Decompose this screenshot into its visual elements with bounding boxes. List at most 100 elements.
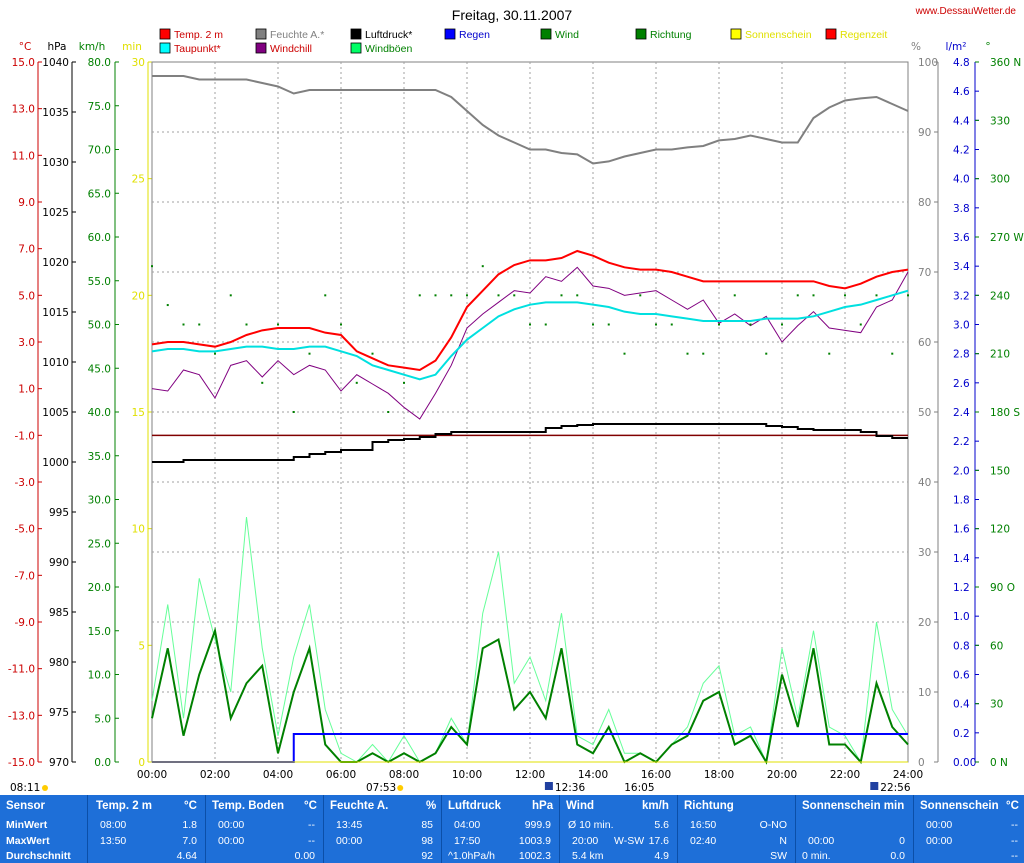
sunc-header: Sonnenschein: [920, 800, 999, 812]
dir-tick: 240: [990, 290, 1010, 302]
direction-point: [607, 323, 610, 326]
rain-tick: 2.2: [953, 436, 970, 448]
press-tick: 1025: [42, 207, 69, 219]
legend-label: Regenzeit: [840, 29, 887, 41]
hum-tick: 40: [918, 477, 931, 489]
temp-tick: 11.0: [12, 150, 35, 162]
sunc-avg-value: --: [1011, 850, 1018, 862]
series-windchill: [151, 266, 909, 420]
series-temperature: [151, 249, 909, 372]
temp-min-time: 08:00: [100, 819, 127, 831]
dir-tick: 120: [990, 524, 1010, 536]
direction-point: [702, 352, 705, 355]
min-label: MinWert: [6, 819, 48, 831]
sun-tick: 0: [138, 757, 145, 769]
hum-tick: 70: [918, 267, 931, 279]
sunrise-label: 07:53: [366, 782, 396, 794]
time-tick: 22:00: [830, 769, 860, 781]
wind-tick: 55.0: [88, 276, 111, 288]
boden-min-value: --: [308, 819, 315, 831]
rain-tick: 1.2: [953, 582, 970, 594]
hum-tick: 0: [918, 757, 925, 769]
dir-tick: 0 N: [990, 757, 1008, 769]
rain-tick: 4.6: [953, 86, 970, 98]
direction-point: [308, 352, 311, 355]
direction-point: [576, 294, 579, 297]
sunc-min-value: --: [1011, 819, 1018, 831]
press-tick: 1015: [42, 307, 69, 319]
direction-point: [623, 352, 626, 355]
rain-tick: 4.2: [953, 145, 970, 157]
richtung-avg-value: SW: [770, 850, 787, 862]
direction-point: [560, 294, 563, 297]
direction-point: [529, 323, 531, 326]
rain-tick: 0.8: [953, 640, 970, 652]
druck-avg-value: 1002.3: [518, 850, 551, 862]
legend-swatch: [255, 28, 267, 40]
temp-max-time: 13:50: [100, 835, 127, 847]
hum-tick: 80: [918, 197, 931, 209]
feuchte-unit: %: [426, 800, 437, 812]
direction-point: [781, 323, 783, 326]
feuchte-min-time: 13:45: [336, 819, 363, 831]
boden-max-time: 00:00: [218, 835, 245, 847]
boden-header: Temp. Boden: [212, 800, 284, 812]
rain-tick: 0.00: [953, 757, 976, 769]
legend-label: Feuchte A.*: [270, 29, 324, 41]
rain-tick: 1.6: [953, 524, 970, 536]
axis-unit: °C: [19, 41, 32, 53]
temp-tick: -15.0: [8, 757, 35, 769]
richtung-min-time: 16:50: [690, 819, 717, 831]
druck-min-time: 04:00: [454, 819, 481, 831]
boden-unit: °C: [304, 800, 317, 812]
direction-point: [749, 323, 752, 326]
direction-point: [765, 352, 768, 355]
wind-tick: 15.0: [88, 626, 111, 638]
druck-max-time: 17:50: [454, 835, 481, 847]
druck-trend: ^1.0hPa/h: [448, 850, 495, 862]
time-tick: 00:00: [137, 769, 167, 781]
press-tick: 985: [49, 607, 69, 619]
legend-label: Windchill: [270, 43, 312, 55]
rain-tick: 2.0: [953, 465, 970, 477]
richtung-max-time: 02:40: [690, 835, 717, 847]
direction-point: [686, 352, 689, 355]
wind-min-value: 5.6: [654, 819, 669, 831]
temp-tick: 1.0: [18, 384, 35, 396]
wind-tick: 50.0: [88, 320, 111, 332]
sensor-header: Sensor: [6, 800, 45, 812]
temp-tick: 13.0: [12, 104, 35, 116]
temp-unit: °C: [184, 800, 197, 812]
temp-tick: -1.0: [15, 430, 36, 442]
press-tick: 975: [49, 707, 69, 719]
wind-max-time: 20:00: [572, 835, 599, 847]
wind-tick: 25.0: [88, 538, 111, 550]
direction-point: [387, 411, 390, 413]
rain-tick: 1.4: [953, 553, 970, 565]
wind-tick: 40.0: [88, 407, 111, 419]
rain-tick: 1.8: [953, 495, 970, 507]
direction-point: [497, 294, 500, 297]
temp-tick: 5.0: [18, 290, 35, 302]
chart-title: Freitag, 30.11.2007: [452, 7, 573, 23]
druck-min-value: 999.9: [524, 819, 551, 831]
chart-marks: [151, 75, 909, 765]
hum-tick: 30: [918, 547, 931, 559]
press-tick: 1000: [42, 457, 69, 469]
richtung-min-value: O-NO: [759, 819, 787, 831]
wind-tick: 65.0: [88, 188, 111, 200]
press-tick: 1010: [42, 357, 69, 369]
sun-tick: 30: [132, 57, 145, 69]
direction-point: [214, 352, 216, 355]
direction-point: [733, 294, 736, 297]
time-tick: 14:00: [578, 769, 608, 781]
sunc-min-time: 00:00: [926, 819, 953, 831]
legend-label: Taupunkt*: [174, 43, 221, 55]
wind-avg-value: 4.9: [654, 850, 669, 862]
weather-chart: Temp. 2 m Taupunkt* Feuchte A.* Windchill Lu…: [8, 6, 1024, 794]
sunc-max-value: --: [1011, 835, 1018, 847]
hum-tick: 50: [918, 407, 931, 419]
rain-tick: 3.6: [953, 232, 970, 244]
rain-tick: 1.0: [953, 611, 970, 623]
richtung-panel: Richtung 16:50 O-NO 02:40 N SW: [678, 795, 796, 863]
